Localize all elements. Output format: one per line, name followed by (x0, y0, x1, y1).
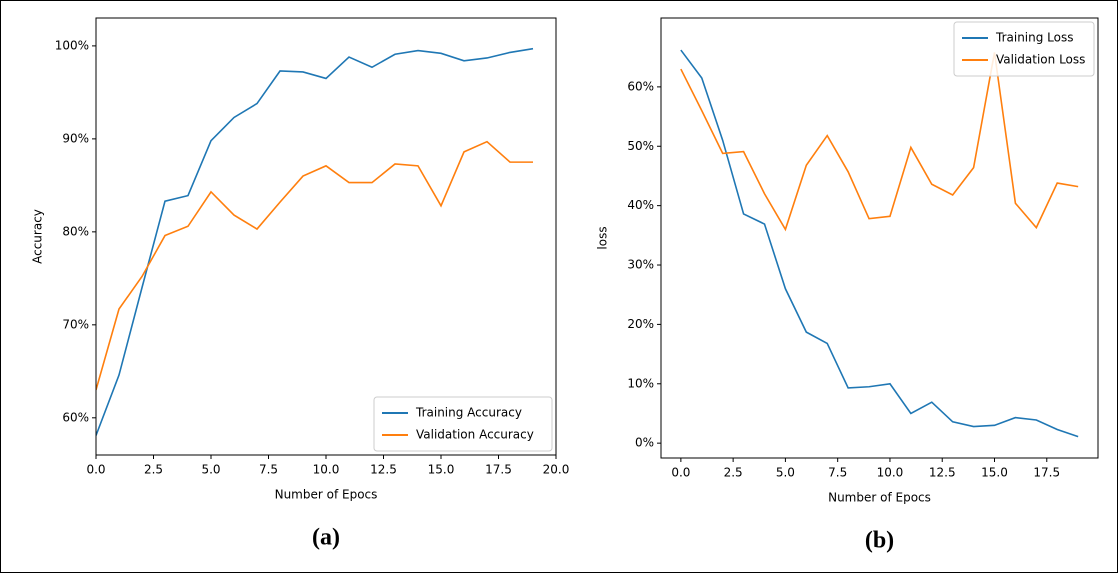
y-tick-label: 90% (62, 131, 89, 145)
y-tick-label: 80% (62, 224, 89, 238)
x-axis-label: Number of Epocs (275, 488, 378, 502)
x-tick-label: 5.0 (201, 463, 220, 477)
x-tick-label: 2.5 (144, 463, 163, 477)
legend-label: Training Accuracy (415, 406, 522, 420)
y-tick-label: 50% (627, 139, 654, 153)
y-tick-label: 30% (627, 258, 654, 272)
legend-label: Validation Loss (996, 53, 1085, 67)
y-tick-label: 20% (627, 317, 654, 331)
x-tick-label: 2.5 (724, 466, 743, 480)
x-tick-label: 0.0 (671, 466, 690, 480)
x-tick-label: 15.0 (428, 463, 455, 477)
caption: (b) (865, 528, 894, 554)
x-tick-label: 7.5 (259, 463, 278, 477)
x-tick-label: 12.5 (929, 466, 956, 480)
x-tick-label: 17.5 (485, 463, 512, 477)
legend-label: Validation Accuracy (416, 428, 534, 442)
line-series (680, 49, 1079, 438)
x-tick-label: 10.0 (877, 466, 904, 480)
y-tick-label: 70% (62, 317, 89, 331)
x-tick-label: 0.0 (86, 463, 105, 477)
legend-box (373, 396, 553, 452)
plot-frame (660, 17, 1099, 459)
x-tick-label: 15.0 (981, 466, 1008, 480)
x-tick-label: 20.0 (543, 463, 570, 477)
y-tick-label: 10% (627, 376, 654, 390)
x-tick-label: 12.5 (370, 463, 397, 477)
y-tick-label: 0% (635, 436, 654, 450)
legend-box (953, 21, 1095, 77)
x-tick-label: 5.0 (776, 466, 795, 480)
y-tick-label: 40% (627, 198, 654, 212)
line-series (96, 140, 533, 391)
x-tick-label: 10.0 (313, 463, 340, 477)
legend-label: Training Loss (995, 31, 1073, 45)
caption: (a) (312, 525, 340, 551)
x-tick-label: 7.5 (828, 466, 847, 480)
y-tick-label: 100% (55, 38, 89, 52)
plot-frame (95, 17, 557, 456)
y-axis-label: loss (596, 226, 610, 249)
x-tick-label: 17.5 (1033, 466, 1060, 480)
line-series (96, 47, 534, 436)
line-series (680, 52, 1079, 232)
x-axis-label: Number of Epocs (828, 491, 931, 505)
y-axis-label: Accuracy (31, 209, 45, 264)
y-tick-label: 60% (627, 79, 654, 93)
y-tick-label: 60% (62, 410, 89, 424)
